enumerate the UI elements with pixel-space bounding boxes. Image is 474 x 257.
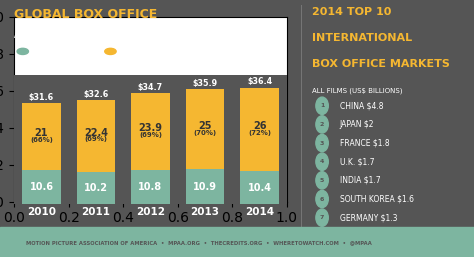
Bar	[77, 172, 115, 204]
Text: 8: 8	[320, 234, 324, 239]
Text: 23.9: 23.9	[138, 123, 163, 133]
Bar	[186, 89, 224, 169]
Text: U.K. $1.7: U.K. $1.7	[340, 157, 374, 166]
Circle shape	[316, 246, 328, 257]
Text: RUSSIA $1.2: RUSSIA $1.2	[340, 232, 387, 241]
Bar	[131, 93, 170, 170]
Circle shape	[316, 228, 328, 245]
Circle shape	[316, 134, 328, 152]
Text: 1: 1	[320, 103, 324, 108]
Bar	[77, 100, 115, 172]
Text: 3: 3	[320, 141, 324, 145]
Text: BOX OFFICE MARKETS: BOX OFFICE MARKETS	[312, 59, 450, 69]
Bar	[22, 170, 61, 204]
Text: GERMANY $1.3: GERMANY $1.3	[340, 213, 397, 222]
Text: 10.4: 10.4	[247, 183, 272, 193]
Text: 9: 9	[320, 252, 324, 257]
Text: 25: 25	[198, 121, 212, 131]
Text: 2014 TOP 10: 2014 TOP 10	[312, 7, 392, 17]
Text: 6: 6	[320, 197, 324, 201]
Circle shape	[316, 97, 328, 114]
Text: 10.2: 10.2	[84, 183, 108, 193]
Text: $32.6: $32.6	[83, 89, 109, 99]
Text: 2: 2	[320, 122, 324, 127]
Text: INTERNATIONAL: INTERNATIONAL	[312, 33, 412, 43]
Text: 22.4: 22.4	[84, 127, 108, 137]
Text: U.S./CANADA: U.S./CANADA	[32, 47, 82, 56]
Circle shape	[316, 190, 328, 208]
Circle shape	[316, 172, 328, 189]
Text: 10.8: 10.8	[138, 182, 163, 192]
Text: 5: 5	[320, 178, 324, 183]
Text: FRANCE $1.8: FRANCE $1.8	[340, 139, 389, 148]
Bar	[186, 169, 224, 204]
Circle shape	[316, 209, 328, 226]
Text: 4: 4	[320, 159, 324, 164]
Text: $34.7: $34.7	[138, 83, 163, 92]
Text: (70%): (70%)	[193, 130, 217, 135]
Circle shape	[316, 153, 328, 170]
Text: JAPAN $2: JAPAN $2	[340, 120, 374, 129]
Text: 10.6: 10.6	[29, 182, 54, 192]
Text: (69%): (69%)	[84, 136, 108, 142]
Text: 21: 21	[35, 128, 48, 139]
Bar	[131, 170, 170, 204]
Text: 10.9: 10.9	[193, 182, 217, 192]
Circle shape	[316, 116, 328, 133]
Text: 7: 7	[320, 215, 324, 220]
Text: $35.9: $35.9	[192, 79, 218, 88]
Bar	[22, 103, 61, 170]
Text: INDIA $1.7: INDIA $1.7	[340, 176, 380, 185]
Text: AUSTRALIA $1: AUSTRALIA $1	[340, 251, 394, 257]
Text: (69%): (69%)	[139, 132, 162, 137]
Text: SOUTH KOREA $1.6: SOUTH KOREA $1.6	[340, 195, 414, 204]
Text: CHINA $4.8: CHINA $4.8	[340, 101, 383, 110]
Text: (72%): (72%)	[248, 130, 271, 135]
Text: $31.6: $31.6	[29, 93, 54, 102]
Text: 26: 26	[253, 121, 266, 131]
Bar	[240, 88, 279, 171]
Bar	[240, 171, 279, 204]
Text: MOTION PICTURE ASSOCIATION OF AMERICA  •  MPAA.ORG  •  THECREDITS.ORG  •  WHERET: MOTION PICTURE ASSOCIATION OF AMERICA • …	[26, 240, 372, 245]
Text: $36.4: $36.4	[247, 77, 272, 86]
Text: ALL FILMS (US$ BILLIONS): ALL FILMS (US$ BILLIONS)	[312, 88, 403, 94]
Text: (66%): (66%)	[30, 137, 53, 143]
Text: GLOBAL BOX OFFICE: GLOBAL BOX OFFICE	[14, 8, 157, 21]
Text: INTERNATIONAL: INTERNATIONAL	[119, 47, 181, 56]
Text: ALL FILMS (US$ BILLIONS): ALL FILMS (US$ BILLIONS)	[14, 31, 113, 40]
